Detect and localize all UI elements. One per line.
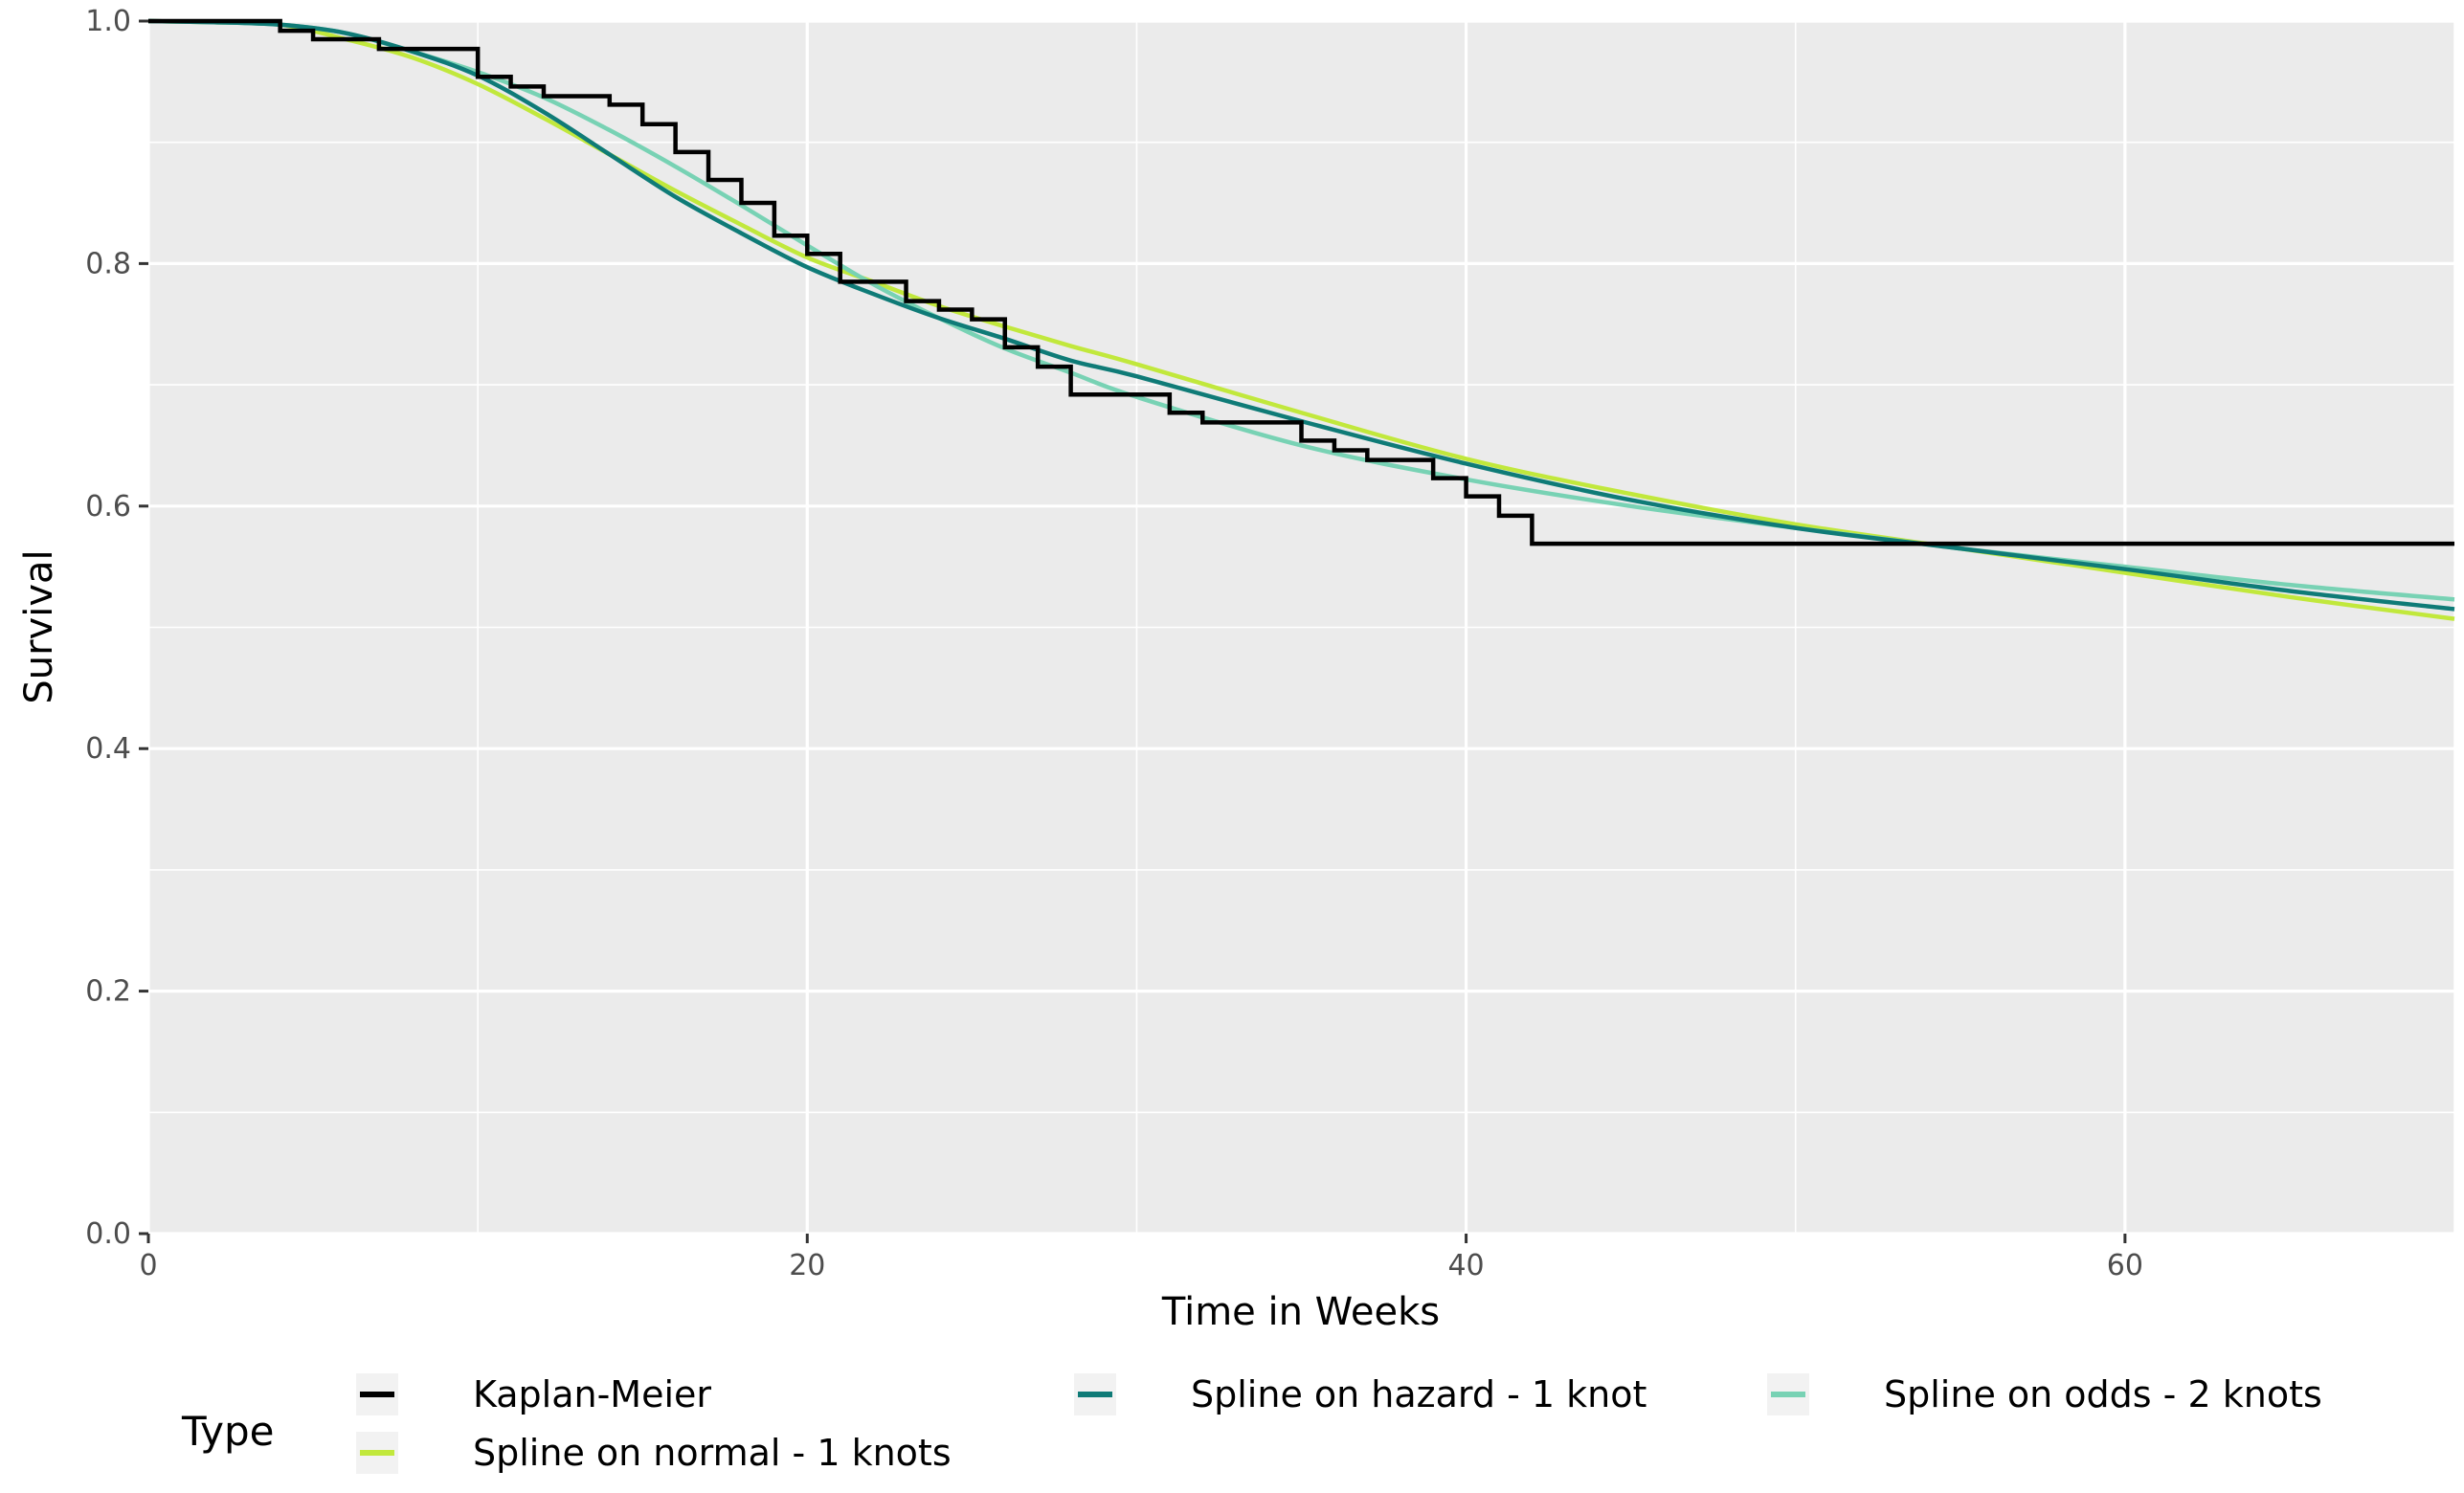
x-tick-label: 40	[1447, 1249, 1484, 1282]
y-axis-title: Survival	[17, 549, 61, 703]
series-line-kaplan-meier	[148, 18, 2454, 546]
x-tick-label: 20	[789, 1249, 825, 1282]
legend-label-kaplan-meier: Kaplan-Meier	[473, 1373, 711, 1415]
x-axis: 0 20 40 60	[139, 1234, 2143, 1282]
series-line-spline-on-hazard-1-knot	[147, 18, 2455, 612]
y-tick-label: 0.6	[85, 490, 131, 524]
y-tick-label: 1.0	[85, 5, 131, 38]
legend-label-spline-on-normal-1-knots: Spline on normal - 1 knots	[473, 1432, 952, 1474]
x-axis-title: Time in Weeks	[1161, 1290, 1440, 1334]
y-tick-label: 0.2	[85, 975, 131, 1009]
y-axis: 0.0 0.2 0.4 0.6 0.8 1.0	[85, 5, 148, 1251]
y-tick-label: 0.0	[85, 1217, 131, 1251]
y-tick-label: 0.8	[85, 247, 131, 280]
x-tick-label: 60	[2107, 1249, 2143, 1282]
legend-title: Type	[181, 1408, 274, 1455]
legend-label-spline-on-hazard-1-knot: Spline on hazard - 1 knot	[1191, 1373, 1646, 1415]
y-tick-label: 0.4	[85, 732, 131, 766]
legend: Type Kaplan-Meier Spline on hazard - 1 kn…	[181, 1373, 2322, 1474]
legend-label-spline-on-odds-2-knots: Spline on odds - 2 knots	[1884, 1373, 2322, 1415]
x-tick-label: 0	[139, 1249, 157, 1282]
gridlines	[146, 19, 2455, 1236]
series-layer	[147, 18, 2455, 621]
